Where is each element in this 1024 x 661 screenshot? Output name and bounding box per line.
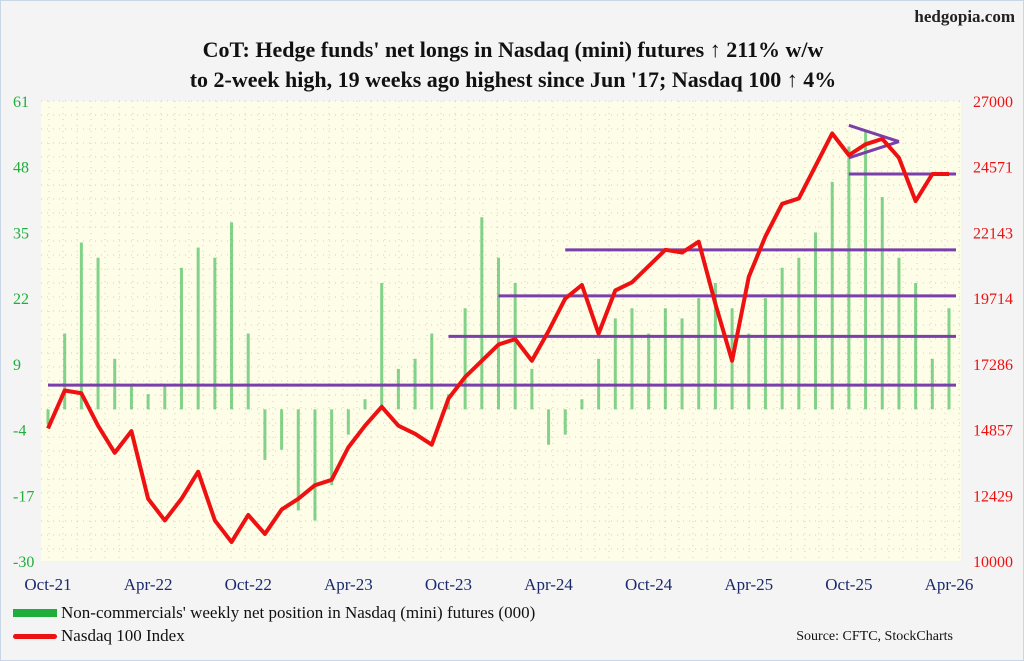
x-axis-tick: Apr-26 [925, 575, 974, 594]
net-position-bar [847, 146, 851, 410]
x-axis-tick: Apr-22 [124, 575, 173, 594]
net-position-bar [513, 282, 517, 410]
net-position-bar [96, 257, 100, 410]
right-axis-tick: 19714 [973, 291, 1013, 308]
net-position-bar [313, 409, 317, 521]
x-axis-tick: Oct-25 [825, 575, 872, 594]
right-axis-tick: 10000 [973, 554, 1013, 571]
legend-item-net-position: Non-commercials' weekly net position in … [13, 603, 535, 623]
net-position-bar [897, 257, 901, 410]
net-position-bar [346, 409, 350, 435]
legend-swatch-green [13, 609, 57, 617]
net-position-bar [680, 318, 684, 410]
net-position-bar [647, 333, 651, 410]
net-position-bar [814, 232, 818, 410]
net-position-bar [246, 333, 250, 410]
net-position-bar [630, 308, 634, 410]
left-axis-tick: 48 [13, 160, 29, 177]
left-axis-tick: 9 [13, 357, 21, 374]
net-position-bar [163, 384, 167, 410]
net-position-bar [129, 384, 133, 410]
net-position-bar [263, 409, 267, 460]
net-position-bar [580, 399, 584, 410]
triangle-line [848, 123, 900, 144]
net-position-bar [914, 282, 918, 410]
net-position-bar [146, 394, 150, 410]
title-line-1: CoT: Hedge funds' net longs in Nasdaq (m… [202, 37, 824, 62]
net-position-bar [196, 247, 200, 410]
net-position-bar [663, 308, 667, 410]
net-position-bar [480, 217, 484, 410]
left-axis-tick: 61 [13, 94, 29, 111]
nasdaq-line [46, 131, 949, 545]
net-position-bar [396, 368, 400, 410]
net-position-bar [947, 308, 951, 410]
net-position-bar [296, 409, 300, 511]
net-position-bar [79, 242, 83, 410]
net-position-bar [747, 333, 751, 410]
chart-title: CoT: Hedge funds' net longs in Nasdaq (m… [1, 35, 1023, 95]
net-position-bar [380, 282, 384, 410]
net-position-bar [563, 409, 567, 435]
left-axis-tick: -4 [13, 423, 26, 440]
net-position-bar [713, 282, 717, 410]
legend-label: Non-commercials' weekly net position in … [61, 603, 536, 622]
net-position-bar [497, 257, 500, 410]
right-axis-tick: 22143 [973, 225, 1013, 242]
net-position-bar [613, 318, 617, 410]
net-position-bar [330, 409, 334, 486]
net-position-bar [530, 368, 534, 410]
x-axis-tick: Oct-22 [225, 575, 272, 594]
right-axis-tick: 17286 [973, 357, 1013, 374]
left-axis-tick: -30 [13, 554, 34, 571]
legend-label: Nasdaq 100 Index [61, 626, 185, 645]
site-watermark: hedgopia.com [914, 7, 1015, 26]
net-position-bar [547, 409, 551, 445]
net-position-bar [230, 222, 234, 410]
net-position-bar [363, 399, 367, 410]
right-axis-tick: 27000 [973, 94, 1013, 111]
legend-item-nasdaq: Nasdaq 100 Index [13, 626, 185, 646]
net-position-bar [880, 197, 884, 410]
x-axis-tick: Apr-25 [724, 575, 773, 594]
source-note: Source: CFTC, StockCharts [796, 629, 953, 644]
title-line-2: to 2-week high, 19 weeks ago highest sin… [189, 67, 837, 92]
x-axis-tick: Apr-24 [524, 575, 573, 594]
right-axis-tick: 14857 [973, 423, 1013, 440]
net-position-bar [864, 131, 868, 410]
left-axis-tick: -17 [13, 488, 34, 505]
net-position-bar [430, 333, 434, 410]
right-axis-tick: 24571 [973, 160, 1013, 177]
net-position-bar [280, 409, 284, 450]
right-axis-tick: 12429 [973, 488, 1013, 505]
net-position-bar [213, 257, 217, 410]
net-position-bar [63, 333, 67, 410]
x-axis-tick: Oct-23 [425, 575, 472, 594]
net-position-bar [780, 267, 784, 410]
net-position-bar [179, 267, 183, 410]
legend-swatch-red [13, 633, 57, 639]
net-position-bar [763, 298, 767, 410]
plot-background [41, 101, 961, 561]
x-axis-tick: Oct-21 [24, 575, 71, 594]
triangle-line [848, 140, 900, 160]
x-axis-tick: Oct-24 [625, 575, 673, 594]
net-position-bar [46, 409, 50, 425]
net-position-bar [697, 298, 701, 410]
left-axis-tick: 35 [13, 225, 29, 242]
net-position-bar [797, 257, 801, 410]
net-position-bar [463, 308, 467, 410]
left-axis-tick: 22 [13, 291, 29, 308]
x-axis-tick: Apr-23 [324, 575, 373, 594]
